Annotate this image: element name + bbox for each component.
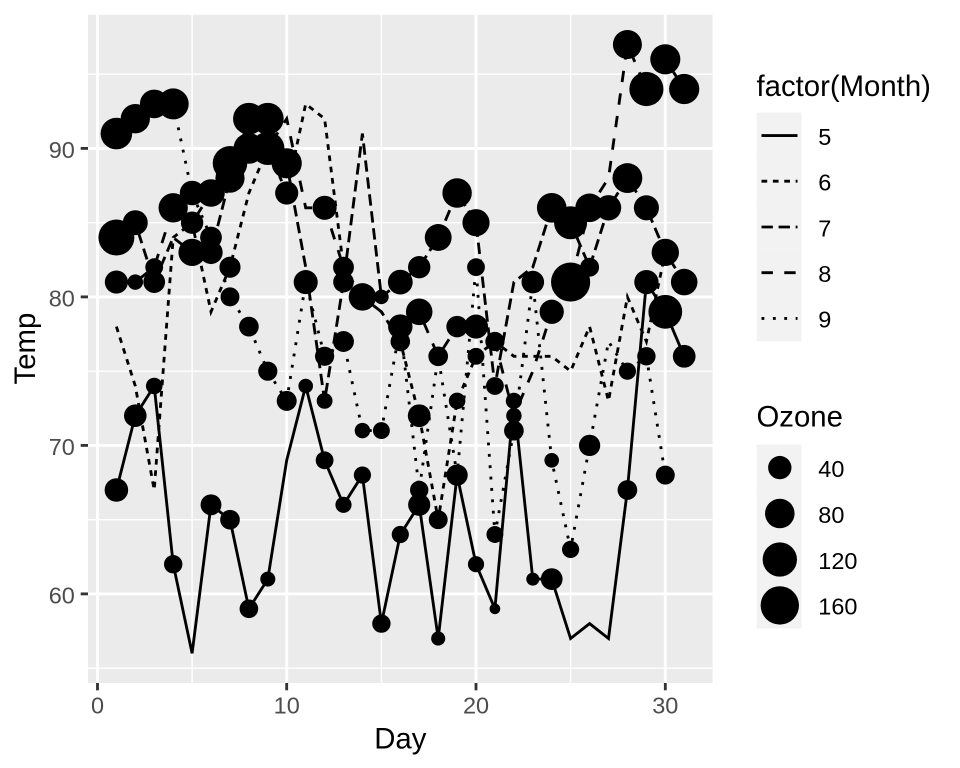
svg-text:60: 60 <box>49 582 75 608</box>
svg-text:factor(Month): factor(Month) <box>757 70 931 103</box>
svg-text:70: 70 <box>49 434 75 460</box>
svg-text:20: 20 <box>463 693 489 719</box>
svg-text:Temp: Temp <box>9 313 42 385</box>
svg-text:9: 9 <box>818 307 831 333</box>
svg-text:40: 40 <box>818 456 844 482</box>
svg-text:8: 8 <box>818 261 831 287</box>
svg-text:160: 160 <box>818 594 857 620</box>
svg-text:90: 90 <box>49 137 75 163</box>
svg-text:80: 80 <box>818 502 844 528</box>
svg-text:Ozone: Ozone <box>757 400 843 433</box>
svg-text:7: 7 <box>818 215 831 241</box>
svg-text:120: 120 <box>818 548 857 574</box>
svg-text:Day: Day <box>374 722 426 755</box>
svg-text:80: 80 <box>49 285 75 311</box>
svg-text:6: 6 <box>818 170 831 196</box>
svg-text:0: 0 <box>91 693 104 719</box>
svg-text:10: 10 <box>274 693 300 719</box>
svg-text:30: 30 <box>652 693 678 719</box>
svg-text:5: 5 <box>818 124 831 150</box>
